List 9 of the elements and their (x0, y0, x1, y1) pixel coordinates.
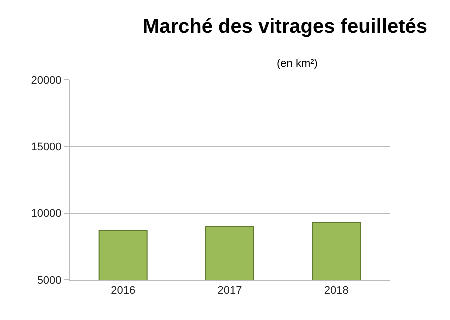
y-tick-label: 15000 (31, 142, 62, 154)
y-tick-label: 10000 (31, 208, 62, 220)
y-tick-label: 5000 (37, 274, 62, 287)
chart-subtitle: (en km²) (277, 58, 318, 70)
chart-title: Marché des vitrages feuilletés (142, 16, 428, 38)
x-tick-label: 2018 (324, 285, 349, 298)
x-tick-label: 2017 (218, 285, 242, 298)
y-tick-label: 20000 (31, 74, 62, 87)
x-tick-label: 2016 (111, 285, 136, 298)
